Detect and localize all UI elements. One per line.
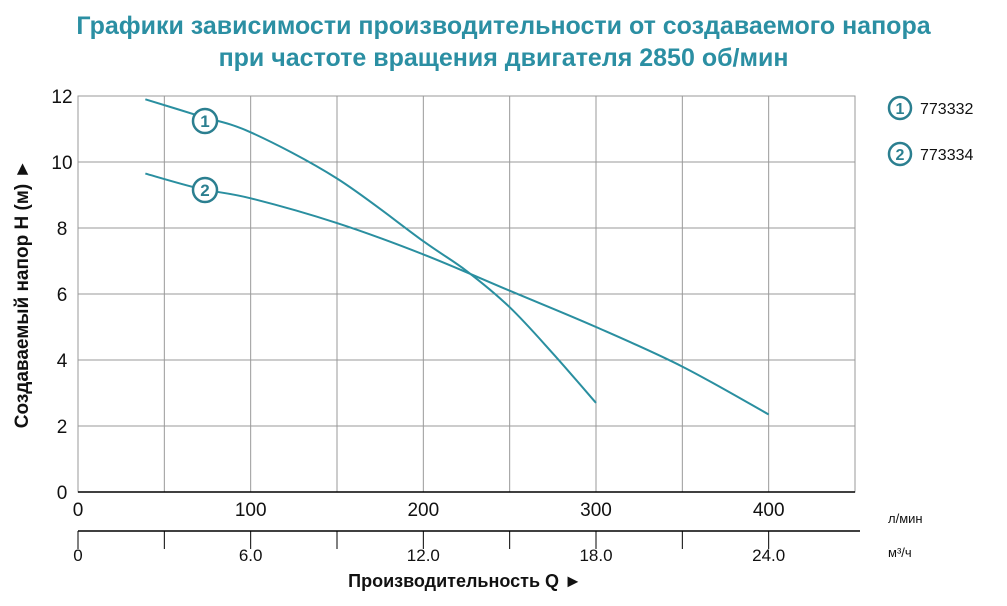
legend-label: 773334	[920, 147, 973, 164]
x2-tick-label: 18.0	[579, 546, 612, 565]
y-tick-label: 8	[57, 219, 68, 240]
y-tick-label: 10	[51, 153, 72, 174]
legend-marker-1	[887, 95, 913, 121]
series-marker-label: 1	[200, 112, 209, 131]
y-tick-label: 0	[57, 483, 68, 504]
legend-marker-label: 2	[896, 147, 905, 164]
legend-marker-label: 1	[896, 101, 905, 118]
y-axis-title: Создаваемый напор H (м) ►	[12, 160, 33, 429]
title-line-1: Графики зависимости производительности о…	[76, 12, 931, 40]
x-axis-title: Производительность Q ►	[348, 571, 582, 591]
y-tick-label: 4	[57, 351, 68, 372]
title-line-2: при частоте вращения двигателя 2850 об/м…	[218, 44, 789, 72]
series-marker-2	[191, 176, 219, 204]
x-tick-label: 400	[753, 500, 785, 521]
legend-label: 773332	[920, 101, 973, 118]
legend-marker-2	[887, 141, 913, 167]
series-line-1	[145, 98, 597, 404]
y-tick-label: 2	[57, 417, 68, 438]
x2-tick-label: 6.0	[239, 546, 263, 565]
chart-title: Графики зависимости производительности о…	[0, 10, 1007, 74]
x-tick-label: 100	[235, 500, 267, 521]
series-marker-label: 2	[200, 181, 209, 200]
x-tick-label: 200	[407, 500, 439, 521]
x-tick-label: 300	[580, 500, 612, 521]
y-tick-label: 6	[57, 285, 68, 306]
x2-tick-label: 12.0	[407, 546, 440, 565]
series-marker-1	[191, 107, 219, 135]
x-unit-label: л/мин	[888, 511, 923, 526]
x2-tick-label: 0	[73, 546, 82, 565]
y-tick-label: 12	[51, 87, 72, 108]
series-line-2	[145, 172, 770, 416]
x2-tick-label: 24.0	[752, 546, 785, 565]
x2-unit-label: м³/ч	[888, 545, 912, 560]
x-tick-label: 0	[73, 500, 84, 521]
